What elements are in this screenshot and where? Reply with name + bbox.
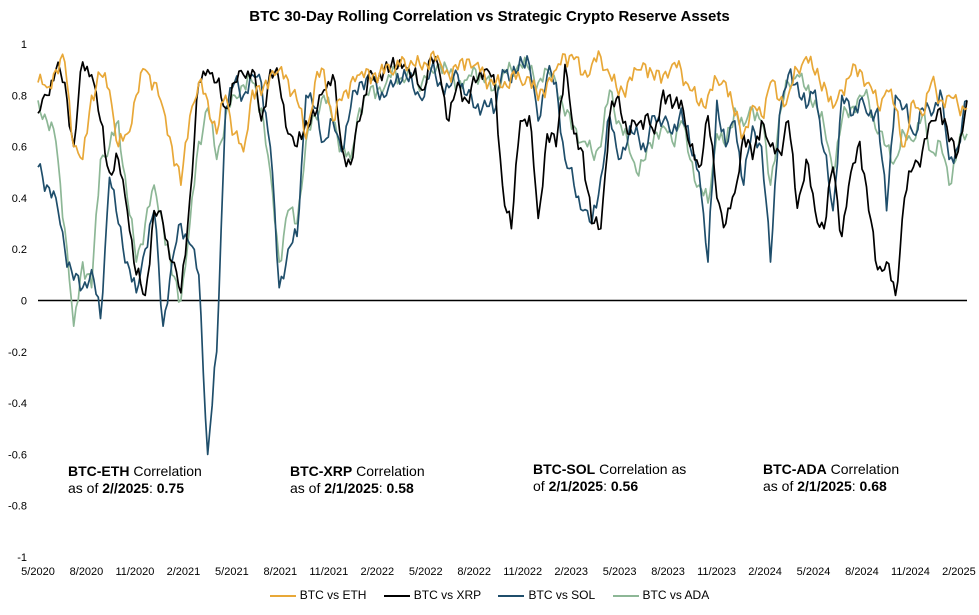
- y-tick-label: -0.8: [8, 501, 27, 513]
- chart-title: BTC 30-Day Rolling Correlation vs Strate…: [249, 8, 730, 25]
- series-layer: [37, 50, 968, 456]
- y-tick-label: 0.2: [12, 244, 27, 256]
- annotation-prefix: as of: [290, 480, 325, 496]
- legend-item-ada: BTC vs ADA: [612, 588, 710, 602]
- annotation-label: BTC-ADA: [763, 461, 827, 477]
- x-tick-label: 2/2021: [167, 566, 201, 578]
- x-tick-label: 5/2020: [21, 566, 55, 578]
- x-tick-label: 11/2024: [891, 566, 930, 578]
- legend-item-eth: BTC vs ETH: [269, 588, 367, 602]
- legend-swatch: [498, 594, 525, 597]
- annotation-label: BTC-XRP: [290, 463, 353, 479]
- x-tick-label: 2/2025: [942, 566, 976, 578]
- x-tick-label: 5/2023: [603, 566, 637, 578]
- y-tick-label: 0.4: [12, 193, 27, 205]
- y-tick-label: 0.8: [12, 90, 27, 102]
- x-tick-label: 8/2021: [264, 566, 298, 578]
- x-tick-label: 11/2023: [697, 566, 736, 578]
- y-tick-label: -0.6: [8, 449, 27, 461]
- legend: BTC vs ETH BTC vs XRP BTC vs SOL BTC vs …: [0, 588, 979, 602]
- legend-item-xrp: BTC vs XRP: [383, 588, 482, 602]
- legend-swatch: [383, 594, 410, 597]
- annotation-date: 2/1/2025: [797, 478, 852, 494]
- legend-swatch: [612, 594, 639, 597]
- y-tick-label: -1: [17, 552, 27, 564]
- annotation-date: 2//2025: [102, 480, 149, 496]
- legend-label: BTC vs XRP: [413, 588, 482, 602]
- x-tick-label: 8/2020: [70, 566, 104, 578]
- legend-label: BTC vs SOL: [528, 588, 596, 602]
- annotation-sep: :: [148, 480, 157, 496]
- annotation-sep: :: [603, 478, 611, 494]
- y-tick-label: 0.6: [12, 142, 27, 154]
- annotation-btc-xrp: BTC-XRP Correlation as of 2/1/2025: 0.58: [290, 463, 425, 497]
- x-axis: 5/2020 8/2020 11/2020 2/2021 5/2021 8/2021 11/…: [21, 566, 976, 578]
- annotation-value: 0.56: [610, 478, 639, 494]
- series-line-btc-vs-xrp: [37, 55, 968, 297]
- x-tick-label: 11/2020: [115, 566, 154, 578]
- annotation-prefix: as of: [68, 480, 103, 496]
- annotation-text: Correlation as: [595, 461, 687, 477]
- y-axis: 1 0.8 0.6 0.4 0.2 0 -0.2 -0.4 -0.6 -0.8 -1: [8, 39, 27, 564]
- legend-label: BTC vs ETH: [299, 588, 367, 602]
- annotation-btc-eth: BTC-ETH Correlation as of 2//2025: 0.75: [68, 463, 202, 497]
- x-tick-label: 5/2021: [215, 566, 249, 578]
- annotation-date: 2/1/2025: [548, 478, 604, 494]
- annotation-text: Correlation: [129, 463, 202, 479]
- annotation-prefix: of: [533, 478, 549, 494]
- legend-label: BTC vs ADA: [642, 588, 710, 602]
- x-tick-label: 8/2023: [651, 566, 685, 578]
- x-tick-label: 8/2024: [845, 566, 879, 578]
- x-tick-label: 11/2022: [503, 566, 542, 578]
- x-tick-label: 5/2022: [409, 566, 443, 578]
- annotation-sep: :: [378, 480, 387, 496]
- annotation-value: 0.75: [156, 480, 184, 496]
- y-tick-label: 0: [21, 296, 27, 308]
- annotation-text: Correlation: [352, 463, 425, 479]
- x-tick-label: 2/2022: [360, 566, 394, 578]
- annotation-label: BTC-SOL: [533, 461, 596, 477]
- y-tick-label: -0.4: [8, 398, 27, 410]
- x-tick-label: 2/2023: [554, 566, 588, 578]
- x-tick-label: 2/2024: [748, 566, 782, 578]
- annotation-date: 2/1/2025: [324, 480, 379, 496]
- x-tick-label: 11/2021: [309, 566, 348, 578]
- annotation-btc-ada: BTC-ADA Correlation as of 2/1/2025: 0.68: [763, 461, 899, 495]
- annotation-value: 0.68: [859, 478, 887, 494]
- annotation-text: Correlation: [826, 461, 900, 477]
- x-tick-label: 8/2022: [457, 566, 491, 578]
- annotation-sep: :: [851, 478, 860, 494]
- annotation-label: BTC-ETH: [68, 463, 130, 479]
- series-line-btc-vs-eth: [37, 50, 968, 186]
- x-tick-label: 5/2024: [797, 566, 831, 578]
- legend-swatch: [269, 594, 296, 597]
- annotation-prefix: as of: [763, 478, 798, 494]
- series-line-btc-vs-sol: [37, 55, 968, 456]
- annotation-value: 0.58: [386, 480, 414, 496]
- legend-item-sol: BTC vs SOL: [498, 588, 595, 602]
- y-tick-label: -0.2: [8, 347, 27, 359]
- y-tick-label: 1: [21, 39, 27, 51]
- annotation-btc-sol: BTC-SOL Correlation as of 2/1/2025: 0.56: [533, 461, 686, 495]
